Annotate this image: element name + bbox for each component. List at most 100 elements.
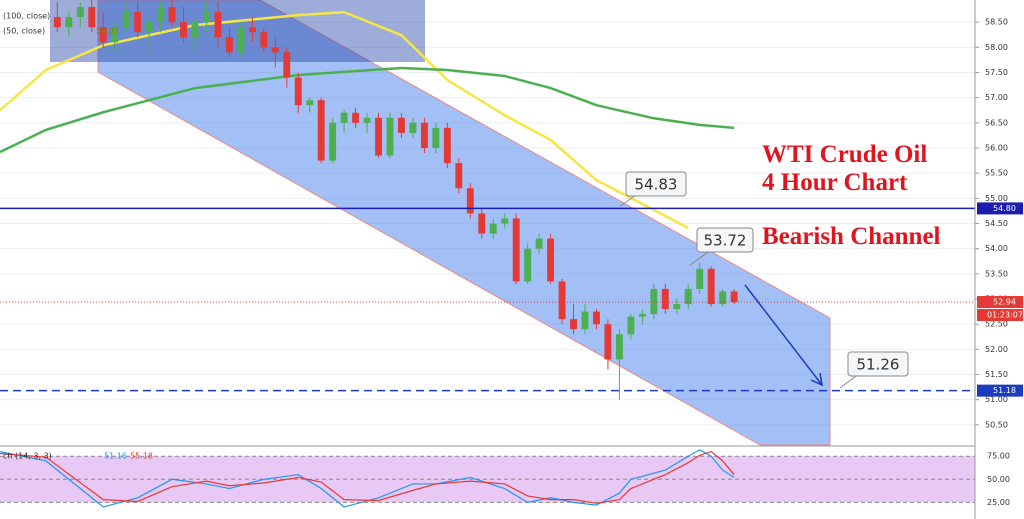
annotation: Bearish Channel [762, 223, 941, 250]
candle-body [512, 218, 520, 282]
candle-body [375, 117, 382, 156]
candle-body [294, 77, 302, 106]
y-tick-label: 56.00 [985, 143, 1008, 152]
candle-body [478, 213, 486, 234]
oscillator-value: 55.18 [130, 452, 153, 461]
candle-body [111, 27, 119, 43]
candle-body [306, 100, 314, 106]
candle-body [432, 127, 440, 148]
callout: 51.26 [857, 356, 900, 374]
candle-body [398, 117, 405, 133]
candle-body [581, 311, 589, 330]
y-tick-label: 58.00 [985, 43, 1008, 52]
callout-pointer [839, 375, 857, 389]
candle-body [638, 314, 646, 317]
y-tick-label: 55.00 [985, 194, 1008, 203]
callout: 53.72 [704, 232, 747, 250]
candle-body [501, 218, 509, 224]
candle-body [443, 127, 451, 164]
oscillator-label: ch (14, 3, 3) [3, 452, 52, 461]
candle-body [122, 12, 130, 28]
y-tick-label: 53.50 [985, 269, 1008, 278]
candle-body [191, 22, 199, 38]
y-tick-label: 56.50 [985, 118, 1008, 127]
legend-value: 54.07 [96, 27, 119, 36]
candle-body [593, 311, 600, 325]
price-tag [977, 384, 1023, 397]
candle-body [225, 37, 233, 53]
price-tag-label: 52.94 [993, 298, 1016, 307]
legend-entry: (100, close) [3, 12, 50, 21]
candle-body [53, 17, 61, 28]
forecast-arrowhead [810, 372, 823, 387]
annotation: WTI Crude Oil [762, 141, 927, 168]
candle-body [547, 238, 555, 282]
candle-body [719, 291, 727, 305]
oscillator-value: 51.16 [104, 452, 127, 461]
candle-body [455, 163, 463, 189]
price-tag-label: 54.80 [993, 204, 1016, 213]
candle-body [248, 27, 256, 33]
price-tag-label: 51.18 [993, 386, 1016, 395]
candle-body [604, 324, 612, 360]
candle-body [168, 7, 176, 23]
indicator-line [0, 450, 735, 504]
candle-body [627, 316, 635, 335]
candle-body [409, 122, 417, 133]
candle-body [214, 12, 222, 38]
candle-body [650, 288, 658, 315]
y-tick-label: 57.50 [985, 68, 1008, 77]
y-tick-label: 55.50 [985, 169, 1008, 178]
y-tick-label: 52.00 [985, 345, 1008, 354]
candle-body [237, 27, 245, 53]
candle-body [271, 47, 279, 53]
candle-body [673, 304, 681, 310]
countdown-tag [977, 309, 1023, 322]
candle-body [283, 52, 291, 78]
callout: 54.83 [635, 176, 678, 194]
y-tick-label: 51.50 [985, 370, 1008, 379]
callout-box [847, 351, 909, 377]
candle-body [352, 112, 360, 123]
y-tick-label: 54.00 [985, 244, 1008, 253]
y-tick-label: 25.00 [987, 498, 1010, 507]
candle-body [558, 281, 566, 320]
price-tag [977, 202, 1023, 215]
indicator-line [0, 449, 735, 508]
candle-body [707, 268, 715, 305]
candle-body [203, 12, 210, 23]
y-tick-label: 57.00 [985, 93, 1008, 102]
callout-pointer [689, 251, 709, 266]
y-tick-label: 50.50 [985, 420, 1008, 429]
candle-body [145, 22, 153, 33]
annotation: 4 Hour Chart [762, 169, 908, 196]
candle-body [99, 27, 107, 43]
candle-body [524, 248, 532, 282]
candle-body [570, 319, 577, 330]
candle-body [76, 7, 84, 18]
y-tick-label: 52.50 [985, 320, 1008, 329]
y-tick-label: 75.00 [987, 452, 1010, 461]
candle-body [535, 238, 543, 249]
plot: 50.5051.0051.5052.0052.5053.0053.5054.00… [0, 0, 1023, 508]
candle-body [88, 7, 96, 28]
price-tag [977, 296, 1023, 309]
candle-body [466, 188, 474, 214]
candle-body [363, 117, 371, 123]
candle-body [157, 7, 165, 23]
candle-body [317, 100, 325, 161]
candle-body [386, 117, 394, 156]
candle-body [615, 334, 623, 360]
candle-body [329, 122, 337, 161]
candle-body [420, 122, 428, 148]
candle-body [340, 112, 348, 123]
legend-entry: (50, close) [3, 27, 45, 36]
candle-body [684, 288, 692, 305]
candle-body [65, 17, 73, 28]
candle-body [696, 268, 704, 289]
y-tick-label: 51.00 [985, 395, 1008, 404]
y-tick-label: 58.50 [985, 18, 1008, 27]
callout-box [625, 171, 687, 197]
countdown: 01:23:07 [987, 311, 1023, 320]
candle-body [661, 288, 669, 310]
